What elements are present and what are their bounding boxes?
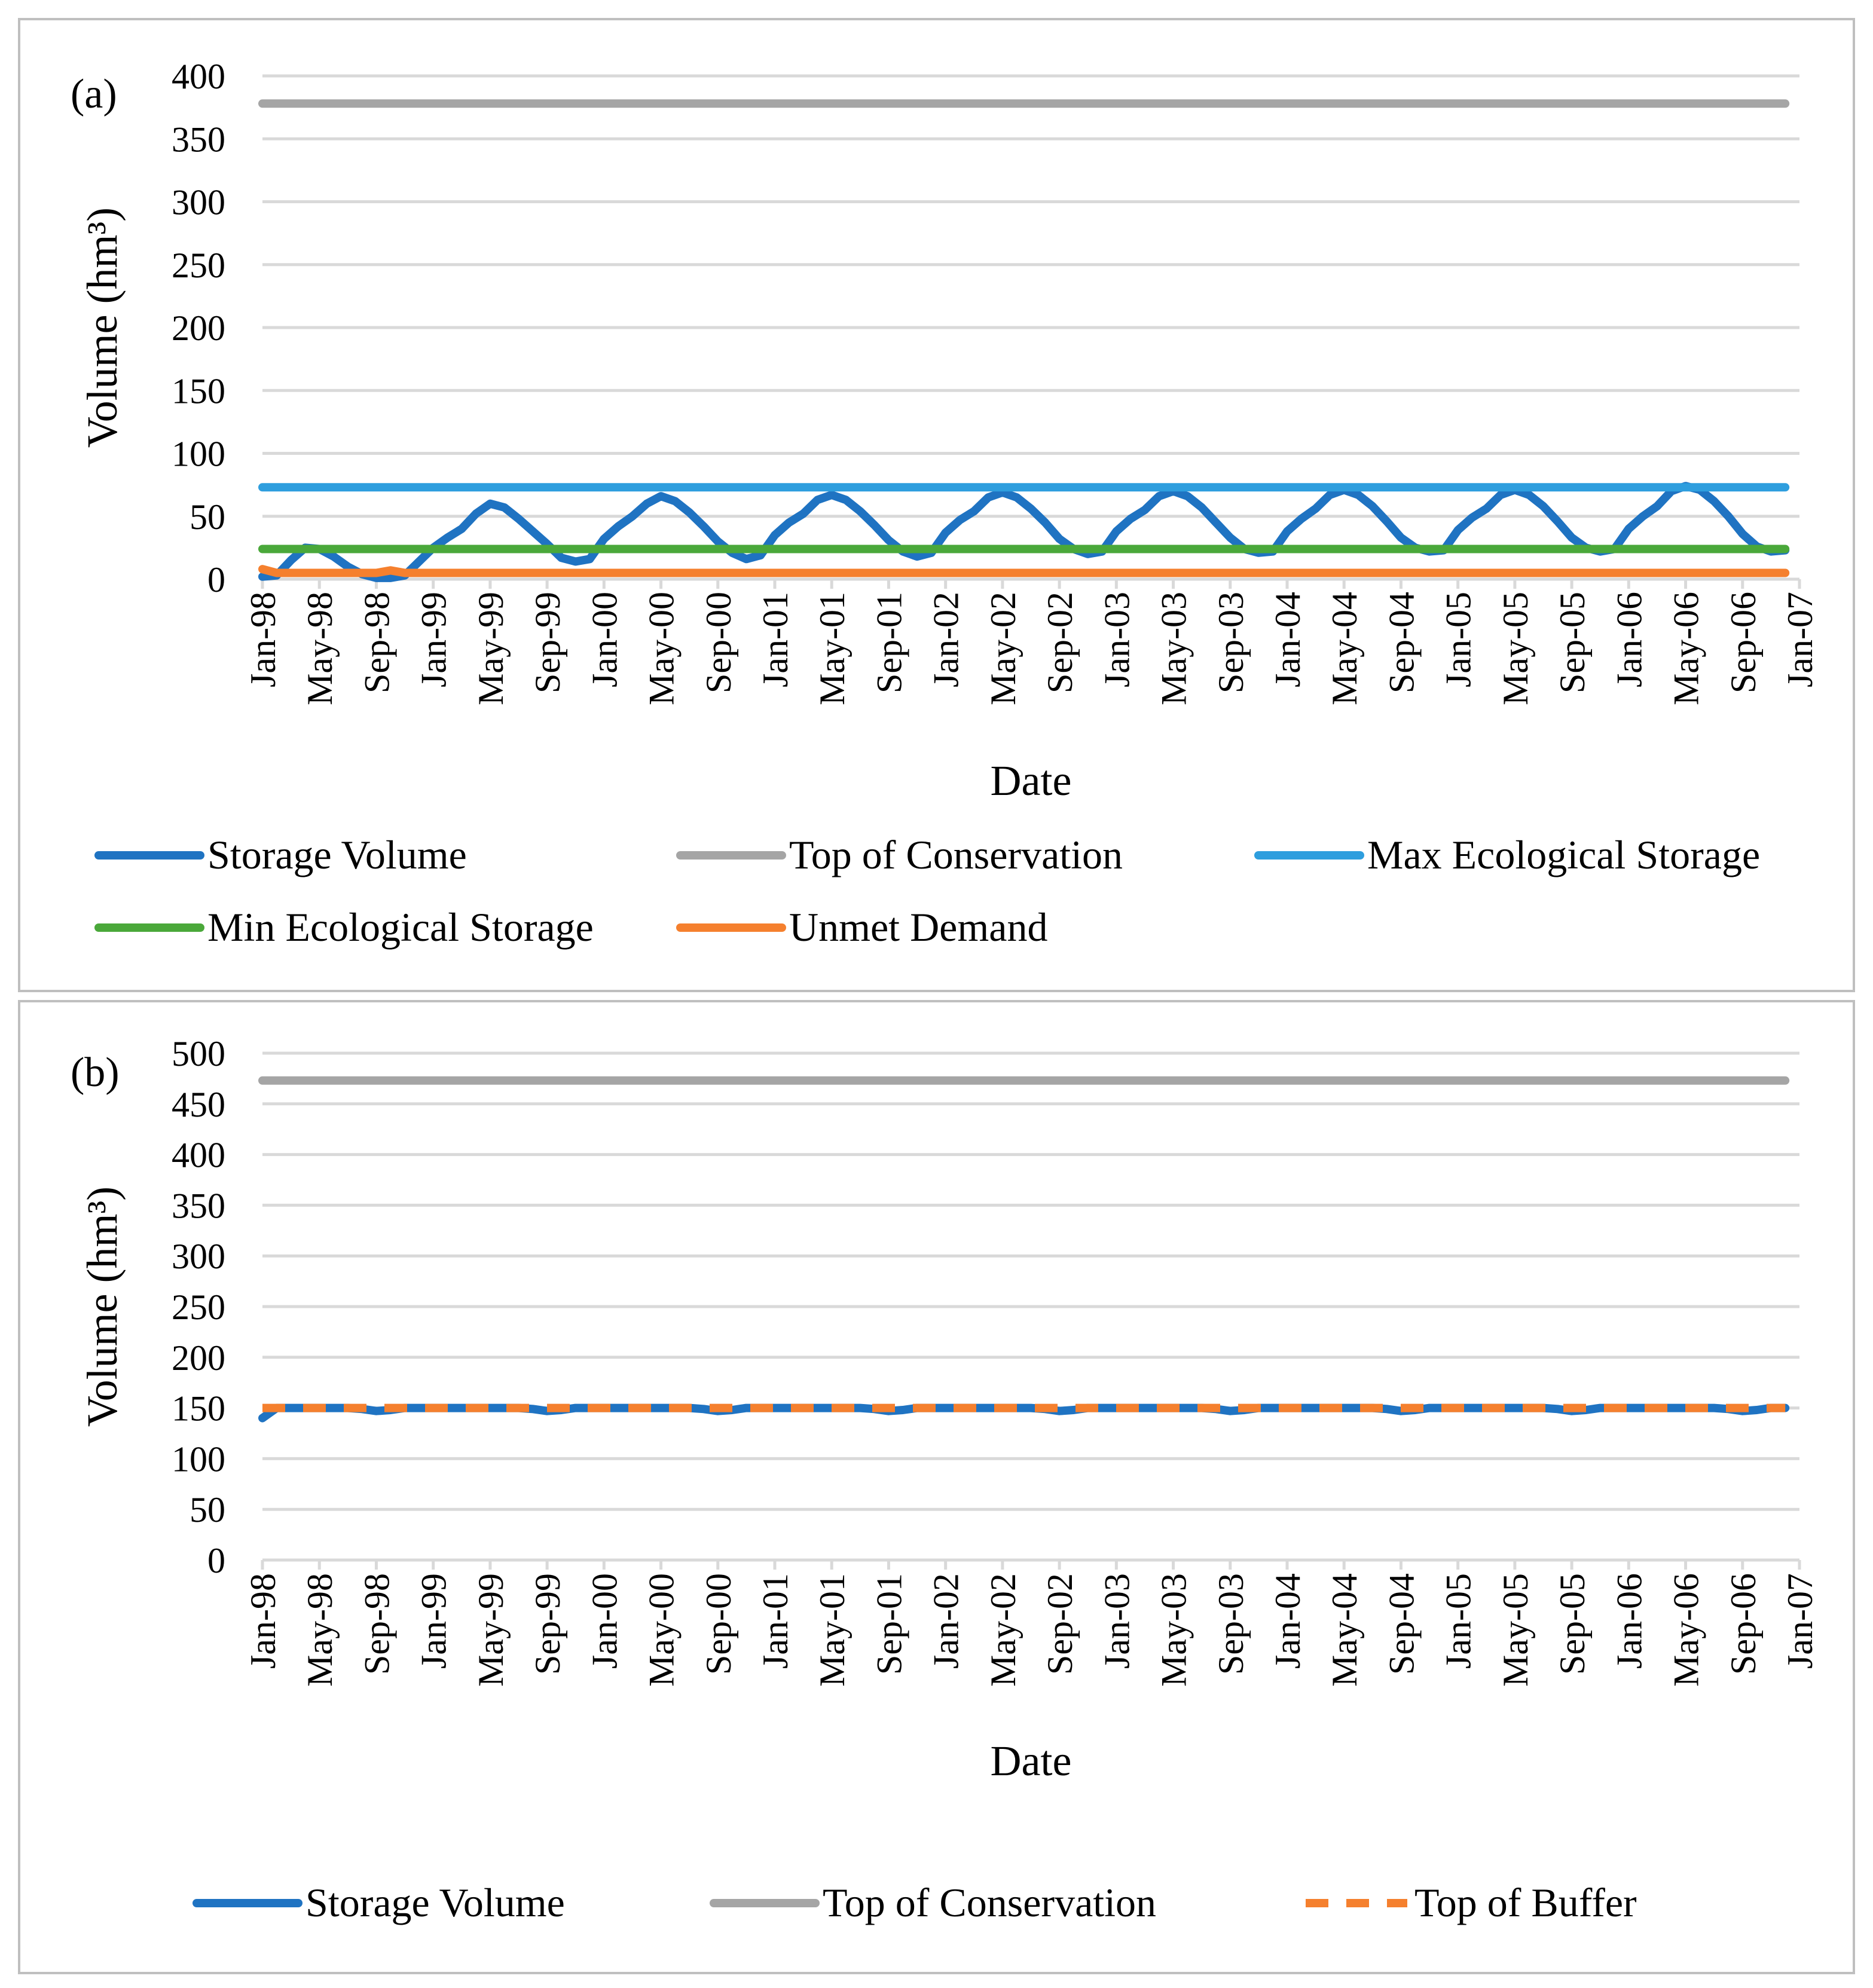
- x-tick-label: May-00: [642, 1573, 682, 1687]
- legend-label: Min Ecological Storage: [207, 904, 594, 950]
- x-tick-label: Sep-05: [1553, 1573, 1592, 1675]
- x-tick-label: Jan-07: [1780, 1573, 1820, 1669]
- y-axis-title: Volume (hm³): [78, 207, 126, 448]
- x-tick-label: Sep-99: [528, 592, 567, 693]
- x-tick-label: Jan-06: [1609, 592, 1649, 687]
- x-tick-label: Jan-02: [927, 1573, 966, 1669]
- legend-label: Max Ecological Storage: [1367, 832, 1760, 877]
- x-tick-label: Sep-00: [699, 592, 738, 693]
- x-tick-label: May-03: [1154, 592, 1194, 705]
- y-tick-label: 300: [172, 1237, 225, 1276]
- x-tick-label: Sep-06: [1724, 592, 1763, 693]
- y-tick-label: 100: [172, 435, 225, 474]
- y-tick-label: 300: [172, 183, 225, 222]
- series-line: [258, 482, 1790, 582]
- x-tick-label: Sep-02: [1040, 592, 1080, 693]
- legend-label: Top of Buffer: [1414, 1880, 1637, 1925]
- x-tick-label: Sep-01: [869, 1573, 909, 1675]
- x-tick-label: Jan-00: [585, 592, 624, 687]
- legend-label: Top of Conservation: [823, 1880, 1156, 1925]
- x-tick-label: Sep-99: [528, 1573, 567, 1675]
- x-axis-title: Date: [991, 757, 1072, 805]
- y-axis-title: Volume (hm³): [78, 1186, 126, 1427]
- x-tick-label: May-98: [300, 1573, 340, 1687]
- x-tick-label: Sep-98: [357, 592, 396, 693]
- x-tick-label: Sep-06: [1724, 1573, 1763, 1675]
- x-tick-label: Jan-98: [243, 1573, 283, 1669]
- y-tick-label: 350: [172, 1186, 225, 1225]
- x-tick-label: Jan-99: [414, 1573, 454, 1669]
- x-tick-label: May-05: [1496, 1573, 1535, 1687]
- legend-label: Storage Volume: [207, 832, 467, 877]
- y-tick-label: 0: [207, 560, 225, 600]
- panel-label: (b): [71, 1050, 120, 1096]
- x-tick-label: Sep-02: [1040, 1573, 1080, 1675]
- y-tick-label: 50: [190, 1490, 225, 1530]
- y-tick-label: 200: [172, 1338, 225, 1378]
- y-tick-label: 100: [172, 1439, 225, 1479]
- panel-border: [18, 18, 1855, 992]
- x-tick-label: Jan-07: [1780, 592, 1820, 687]
- x-tick-label: Jan-04: [1268, 1573, 1307, 1669]
- y-tick-label: 150: [172, 1389, 225, 1429]
- y-tick-label: 500: [172, 1034, 225, 1073]
- x-tick-label: Jan-98: [243, 592, 283, 687]
- y-tick-label: 200: [172, 308, 225, 348]
- x-tick-label: Jan-03: [1097, 592, 1136, 687]
- y-tick-label: 150: [172, 371, 225, 411]
- x-tick-label: Sep-01: [869, 592, 909, 693]
- x-tick-label: May-98: [300, 592, 340, 705]
- x-tick-label: Sep-98: [357, 1573, 396, 1675]
- x-tick-label: Sep-04: [1382, 1573, 1421, 1675]
- x-tick-label: Sep-04: [1382, 592, 1421, 693]
- x-tick-label: May-05: [1496, 592, 1535, 705]
- panel-border: [18, 1000, 1855, 1974]
- y-tick-label: 350: [172, 120, 225, 159]
- y-tick-label: 50: [190, 497, 225, 537]
- x-tick-label: May-02: [983, 592, 1023, 705]
- x-tick-label: May-01: [812, 592, 852, 705]
- x-axis-title: Date: [991, 1737, 1072, 1785]
- x-tick-label: May-99: [471, 592, 511, 705]
- panel-label: (a): [71, 71, 117, 117]
- x-tick-label: Jan-02: [927, 592, 966, 687]
- x-tick-label: May-06: [1667, 1573, 1706, 1687]
- x-tick-label: May-04: [1325, 1573, 1364, 1687]
- x-tick-label: Jan-00: [585, 1573, 624, 1669]
- y-tick-label: 250: [172, 246, 225, 285]
- x-tick-label: Jan-06: [1609, 1573, 1649, 1669]
- x-tick-label: May-04: [1325, 592, 1364, 705]
- x-tick-label: Jan-01: [756, 592, 795, 687]
- x-tick-label: May-99: [471, 1573, 511, 1687]
- y-tick-label: 400: [172, 1136, 225, 1175]
- legend-label: Unmet Demand: [789, 904, 1047, 950]
- x-tick-label: Jan-03: [1097, 1573, 1136, 1669]
- series-line: [258, 1403, 1790, 1423]
- x-tick-label: May-06: [1667, 592, 1706, 705]
- x-tick-label: May-03: [1154, 1573, 1194, 1687]
- series-line: [258, 565, 1790, 577]
- legend-label: Storage Volume: [305, 1880, 565, 1925]
- x-tick-label: Sep-05: [1553, 592, 1592, 693]
- y-tick-label: 400: [172, 57, 225, 96]
- x-tick-label: Jan-01: [756, 1573, 795, 1669]
- x-tick-label: May-01: [812, 1573, 852, 1687]
- x-tick-label: May-02: [983, 1573, 1023, 1687]
- legend-label: Top of Conservation: [789, 832, 1123, 877]
- x-tick-label: Jan-05: [1439, 592, 1478, 687]
- x-tick-label: Sep-03: [1211, 1573, 1251, 1675]
- x-tick-label: Sep-03: [1211, 592, 1251, 693]
- x-tick-label: Jan-05: [1439, 1573, 1478, 1669]
- y-tick-label: 0: [207, 1541, 225, 1580]
- y-tick-label: 450: [172, 1085, 225, 1124]
- x-tick-label: Jan-99: [414, 592, 454, 687]
- x-tick-label: Jan-04: [1268, 592, 1307, 687]
- y-tick-label: 250: [172, 1287, 225, 1327]
- x-tick-label: May-00: [642, 592, 682, 705]
- x-tick-label: Sep-00: [699, 1573, 738, 1675]
